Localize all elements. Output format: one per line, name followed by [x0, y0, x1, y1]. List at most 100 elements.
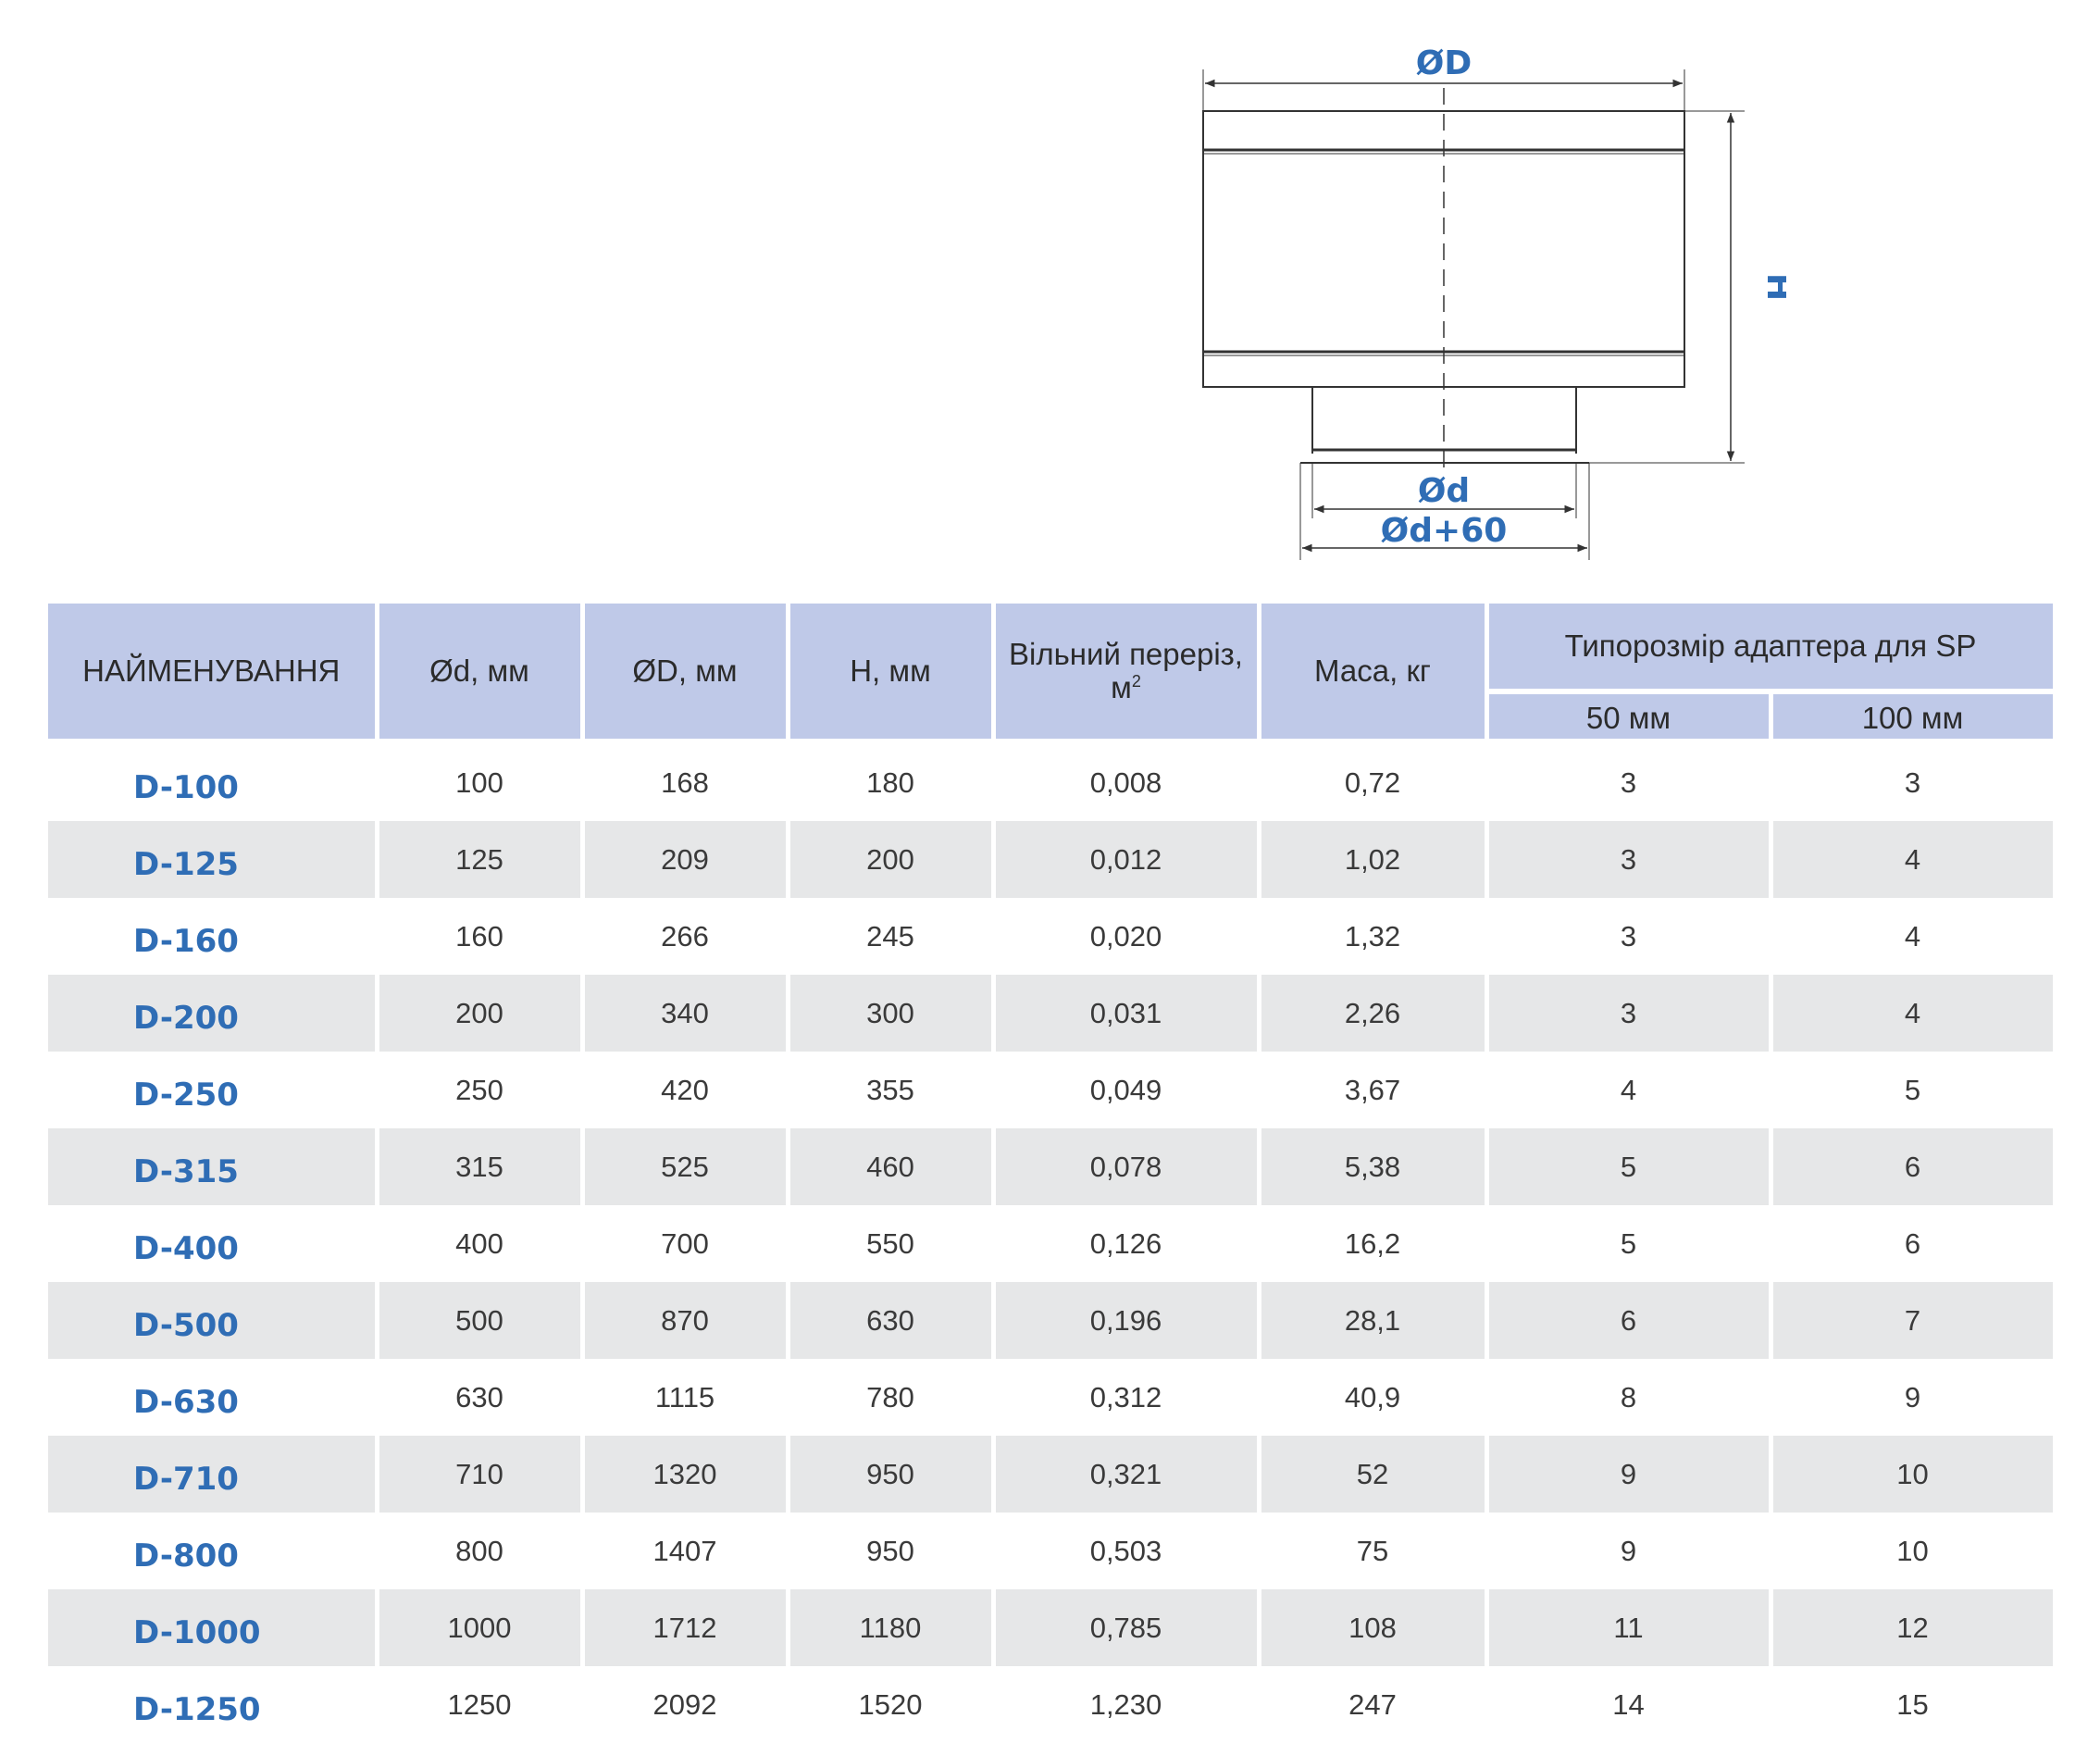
table-row: D-160 160 266 245 0,020 1,32 3 4 — [48, 898, 2057, 975]
cell-a100: 5 — [1768, 1052, 2057, 1128]
header-adapter-100: 100 мм — [1768, 691, 2057, 744]
cell-H: 950 — [785, 1513, 996, 1589]
cell-mass: 247 — [1256, 1666, 1489, 1743]
cell-name: D-100 — [48, 741, 379, 821]
cell-a50: 9 — [1484, 1513, 1773, 1589]
cell-mass: 1,32 — [1256, 898, 1489, 975]
table-row: D-100 100 168 180 0,008 0,72 3 3 — [48, 741, 2057, 821]
header-name: НАЙМЕНУВАННЯ — [48, 604, 379, 744]
cell-H: 300 — [785, 975, 996, 1052]
cell-d: 250 — [374, 1052, 585, 1128]
header-adapter-50: 50 мм — [1486, 691, 1773, 744]
header-mass: Маса, кг — [1256, 604, 1489, 744]
cell-d: 630 — [374, 1359, 585, 1436]
cell-a100: 6 — [1768, 1128, 2057, 1205]
table-row: D-710 710 1320 950 0,321 52 9 10 — [48, 1436, 2057, 1513]
cell-a100: 15 — [1768, 1666, 2057, 1743]
cell-a50: 5 — [1484, 1128, 1773, 1205]
cell-mass: 2,26 — [1256, 975, 1489, 1052]
cell-d: 125 — [374, 821, 585, 898]
cell-d: 200 — [374, 975, 585, 1052]
table-row: D-400 400 700 550 0,126 16,2 5 6 — [48, 1205, 2057, 1282]
cell-a100: 12 — [1768, 1589, 2057, 1666]
cell-name: D-630 — [48, 1359, 379, 1436]
cell-a100: 6 — [1768, 1205, 2057, 1282]
cell-mass: 52 — [1256, 1436, 1489, 1513]
cell-name: D-800 — [48, 1513, 379, 1589]
cell-mass: 28,1 — [1256, 1282, 1489, 1359]
label-d: Ød — [1418, 472, 1470, 510]
cell-a100: 4 — [1768, 975, 2057, 1052]
cell-d: 315 — [374, 1128, 585, 1205]
table-row: D-200 200 340 300 0,031 2,26 3 4 — [48, 975, 2057, 1052]
table-row: D-1000 1000 1712 1180 0,785 108 11 12 — [48, 1589, 2057, 1666]
cell-D: 209 — [579, 821, 790, 898]
cell-mass: 40,9 — [1256, 1359, 1489, 1436]
cell-name: D-710 — [48, 1436, 379, 1513]
cell-H: 950 — [785, 1436, 996, 1513]
cell-name: D-200 — [48, 975, 379, 1052]
cell-free: 0,321 — [990, 1436, 1261, 1513]
cell-name: D-315 — [48, 1128, 379, 1205]
cell-free: 0,078 — [990, 1128, 1261, 1205]
cell-a50: 11 — [1484, 1589, 1773, 1666]
header-d: Ød, мм — [374, 604, 585, 744]
label-d60: Ød+60 — [1381, 512, 1508, 550]
cell-D: 870 — [579, 1282, 790, 1359]
cell-mass: 16,2 — [1256, 1205, 1489, 1282]
cell-free: 0,049 — [990, 1052, 1261, 1128]
cell-a50: 5 — [1484, 1205, 1773, 1282]
cell-a100: 7 — [1768, 1282, 2057, 1359]
cell-a100: 9 — [1768, 1359, 2057, 1436]
cell-name: D-160 — [48, 898, 379, 975]
cell-d: 160 — [374, 898, 585, 975]
cell-D: 2092 — [579, 1666, 790, 1743]
cell-D: 1115 — [579, 1359, 790, 1436]
cell-a100: 4 — [1768, 821, 2057, 898]
cell-a50: 3 — [1484, 898, 1773, 975]
cell-d: 1000 — [374, 1589, 585, 1666]
cell-H: 1520 — [785, 1666, 996, 1743]
header-H: H, мм — [785, 604, 996, 744]
label-D: ØD — [1416, 44, 1472, 82]
table-row: D-630 630 1115 780 0,312 40,9 8 9 — [48, 1359, 2057, 1436]
cell-a50: 14 — [1484, 1666, 1773, 1743]
table-row: D-800 800 1407 950 0,503 75 9 10 — [48, 1513, 2057, 1589]
table-row: D-1250 1250 2092 1520 1,230 247 14 15 — [48, 1666, 2057, 1743]
table-row: D-125 125 209 200 0,012 1,02 3 4 — [48, 821, 2057, 898]
cell-H: 180 — [785, 741, 996, 821]
cell-free: 0,008 — [990, 741, 1261, 821]
cell-a50: 3 — [1484, 741, 1773, 821]
spec-table: НАЙМЕНУВАННЯ Ød, мм ØD, мм H, мм Вільний… — [48, 604, 2057, 1743]
header-D: ØD, мм — [579, 604, 790, 744]
cell-d: 1250 — [374, 1666, 585, 1743]
table-row: D-250 250 420 355 0,049 3,67 4 5 — [48, 1052, 2057, 1128]
cell-mass: 0,72 — [1256, 741, 1489, 821]
cell-D: 168 — [579, 741, 790, 821]
cell-a50: 8 — [1484, 1359, 1773, 1436]
cell-a50: 9 — [1484, 1436, 1773, 1513]
cell-mass: 3,67 — [1256, 1052, 1489, 1128]
cell-mass: 108 — [1256, 1589, 1489, 1666]
cell-H: 355 — [785, 1052, 996, 1128]
cell-D: 525 — [579, 1128, 790, 1205]
cell-name: D-125 — [48, 821, 379, 898]
cell-D: 1407 — [579, 1513, 790, 1589]
deflector-drawing: ØD H Ød Ød+60 — [1202, 44, 1786, 560]
cell-d: 800 — [374, 1513, 585, 1589]
cell-a100: 3 — [1768, 741, 2057, 821]
cell-name: D-1000 — [48, 1589, 379, 1666]
table-row: D-500 500 870 630 0,196 28,1 6 7 — [48, 1282, 2057, 1359]
cell-mass: 5,38 — [1256, 1128, 1489, 1205]
cell-D: 420 — [579, 1052, 790, 1128]
cell-H: 780 — [785, 1359, 996, 1436]
cell-d: 710 — [374, 1436, 585, 1513]
cell-free: 1,230 — [990, 1666, 1261, 1743]
cell-free: 0,012 — [990, 821, 1261, 898]
cell-D: 1320 — [579, 1436, 790, 1513]
cell-name: D-500 — [48, 1282, 379, 1359]
cell-D: 340 — [579, 975, 790, 1052]
cell-d: 400 — [374, 1205, 585, 1282]
cell-free: 0,126 — [990, 1205, 1261, 1282]
cell-D: 700 — [579, 1205, 790, 1282]
